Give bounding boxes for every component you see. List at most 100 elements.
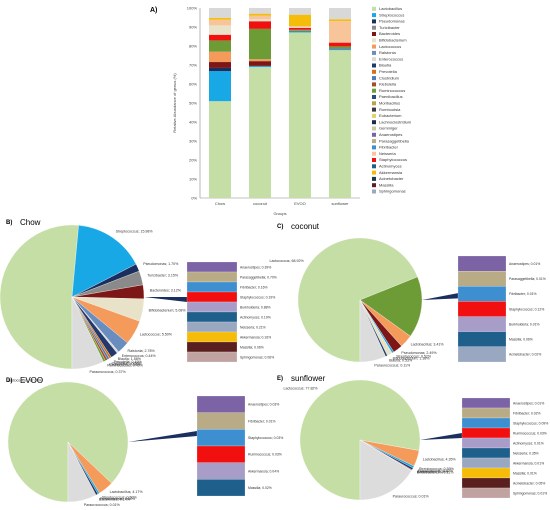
stack-segment (461, 437, 511, 449)
stack-label: Fibribacter; 0.01% (248, 419, 276, 423)
stack-label: Sphingomonas; 0.06% (240, 355, 274, 359)
y-tick-label: 0% (191, 196, 197, 201)
legend-swatch (372, 69, 376, 74)
stack-label: Staphylococcus; 0.12% (509, 307, 544, 311)
stack-label: Massilia; 0.02% (248, 486, 272, 490)
slice-label: Escherichia; 0.50% (109, 362, 141, 366)
stack-label: Massilia; 0.06% (240, 345, 264, 349)
pie-slice (297, 237, 418, 363)
bar-segment (329, 49, 351, 51)
stack-segment (461, 417, 511, 429)
bar-segment (249, 8, 271, 14)
stack-segment (196, 395, 246, 413)
stack-label: Parasaggetibella; 0.70% (240, 275, 277, 279)
stack-segment (196, 462, 246, 480)
stack-segment (186, 321, 238, 333)
bar-segment (289, 27, 311, 28)
legend-swatch (372, 183, 376, 188)
stack-segment (196, 412, 246, 430)
slice-label: Pseudomonas; 1.70% (143, 262, 179, 266)
slice-label: Lactococcus; 5.50% (140, 333, 173, 337)
bar-segment (249, 61, 271, 66)
slice-label: Pseudomonas; 2.49% (401, 351, 437, 355)
slice-label: Lactococcus; 68.92% (269, 259, 304, 263)
stack-segment (461, 457, 511, 469)
bar-segment (209, 19, 231, 26)
panel-label: C) (277, 224, 283, 230)
legend-label: Neisseria (379, 151, 396, 156)
stack-segment (461, 397, 511, 409)
legend-swatch (372, 6, 376, 11)
slice-label: Lactobacillus; 3.41% (411, 342, 445, 346)
legend-label: Lactobacillus (379, 6, 402, 11)
stack-segment (196, 429, 246, 447)
bar-segment (329, 46, 351, 49)
bar-segment (249, 21, 271, 29)
legend-label: Blautia (379, 63, 392, 68)
legend-swatch (372, 82, 376, 87)
slice-label: Lactococcus; 77.82% (283, 386, 318, 390)
legend-swatch (372, 50, 376, 55)
stack-label: Anaerostipes; 0.03% (248, 403, 279, 407)
slice-label: Paraurococcus; 0.37% (89, 370, 126, 374)
stack-segment (186, 271, 238, 283)
legend-label: Turicibacter (379, 25, 400, 30)
pie-title: sunflower (291, 374, 326, 383)
y-tick-label: 20% (189, 158, 197, 163)
pie-slice (359, 276, 423, 337)
x-tick-label: sunflower (331, 201, 349, 206)
x-tick-label: EVOO (294, 201, 306, 206)
panel-label: A) (150, 7, 157, 14)
y-tick-label: 60% (189, 82, 197, 87)
stack-segment (457, 255, 507, 272)
legend-swatch (372, 145, 376, 150)
bar-segment (209, 101, 231, 198)
bar-segment (209, 8, 231, 18)
slice-label: Paraurococcus; 0.01% (84, 503, 121, 507)
legend-label: Gemmiger (379, 126, 398, 131)
legend-label: Massilia (379, 182, 394, 187)
pie-sunflower: E) sunflower Lactococcus; 77.82% Lactobacil… (277, 374, 548, 501)
legend-swatch (372, 158, 376, 162)
bar-segment (289, 32, 311, 198)
stack-segment (186, 341, 238, 353)
slice-label: Lactococcus; 87.05% (8, 378, 43, 382)
x-axis-label: Groups (273, 211, 286, 216)
stack-label: Ruminococcus; 0.03% (513, 431, 547, 435)
stack-segment (461, 467, 511, 479)
pie-title: coconut (291, 222, 320, 231)
legend-label: Bacteroides (379, 31, 400, 36)
legend-label: Anaerostipes (379, 132, 402, 137)
pie-slice (0, 224, 79, 370)
legend-label: Clostridium (379, 75, 400, 80)
stack-label: Akkermansia; 0.16% (240, 335, 271, 339)
legend-swatch (372, 38, 376, 43)
stack-label: Ruminococcus; 0.03% (248, 453, 282, 457)
slice-label: Bifidobacterium; 1.38% (393, 357, 431, 361)
pie-connector (422, 293, 458, 300)
bar-segment (289, 29, 311, 31)
slice-label: Streptococcus; 0.52% (396, 355, 432, 359)
stack-segment (186, 291, 238, 303)
stack-label: Fibribacter; 0.01% (509, 292, 537, 296)
slice-label: Paraurococcus; 0.11% (374, 363, 411, 367)
stack-label: Fibribacter; 0.16% (240, 285, 268, 289)
slice-label: Blautia; 1.58% (118, 357, 142, 361)
bar-segment (329, 8, 351, 20)
stack-label: Acinetobacter; 0.02% (509, 353, 541, 357)
bar-segment (249, 19, 271, 22)
bar-segment (289, 27, 311, 30)
slice-label: Bacteroides; 3.12% (150, 288, 182, 292)
slice-label: Blautia; 0.53% (389, 358, 413, 362)
stack-segment (186, 281, 238, 293)
bar-segment (289, 31, 311, 33)
y-tick-label: 70% (189, 63, 197, 68)
bar-segment (209, 40, 231, 52)
stack-label: Parasaggetibella; 0.01% (509, 277, 546, 281)
legend-swatch (372, 25, 376, 30)
y-tick-label: 90% (189, 25, 197, 30)
stack-segment (186, 311, 238, 323)
slice-label: Streptococcus; 0.59% (419, 467, 455, 471)
